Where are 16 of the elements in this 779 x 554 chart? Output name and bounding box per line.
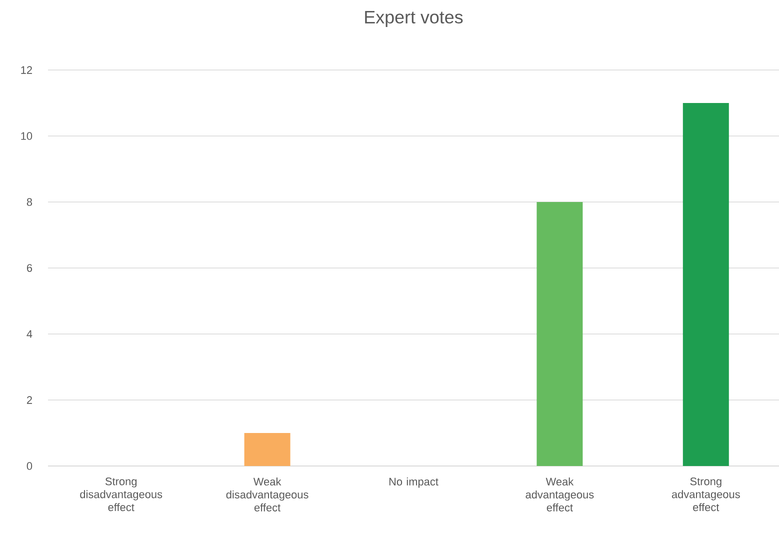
x-tick-label: Strong advantageous effect (672, 478, 740, 512)
y-tick-label: 0 (26, 462, 32, 470)
y-tick-label: 12 (21, 66, 32, 74)
x-tick-label: Strong disadvantageous effect (80, 478, 162, 512)
x-tick-label: Weak advantageous effect (526, 477, 594, 512)
x-tick-label: Weak disadvantageous effect (226, 477, 308, 512)
bar (244, 433, 290, 466)
y-tick-label: 2 (26, 396, 32, 404)
bar (536, 202, 583, 466)
y-tick-label: 6 (26, 264, 32, 272)
y-tick-label: 4 (26, 330, 32, 338)
y-tick-label: 8 (26, 198, 32, 206)
x-tick-label: No impact (389, 477, 438, 488)
y-tick-label: 10 (21, 132, 32, 140)
bar (682, 102, 729, 466)
chart-title: Expert votes (365, 10, 463, 28)
